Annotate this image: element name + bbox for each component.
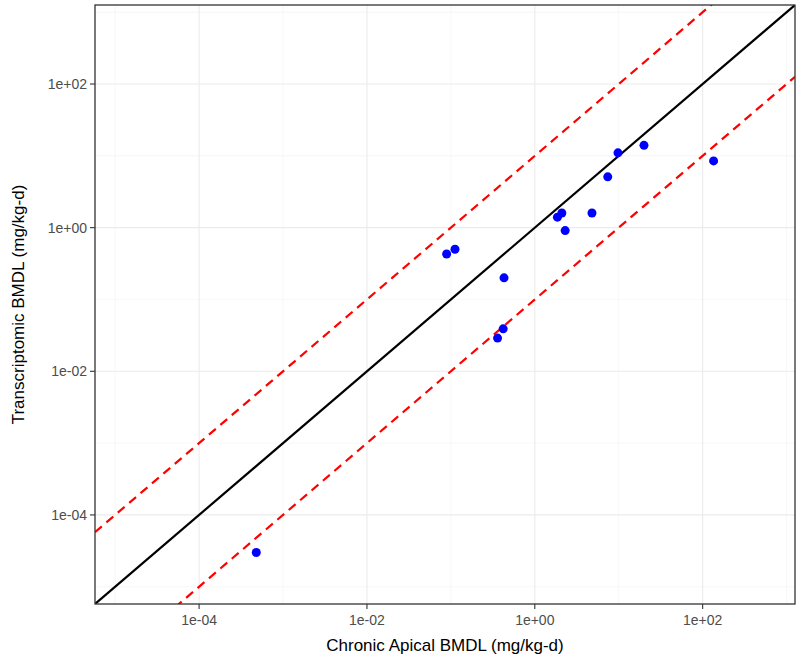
minor-grid-line	[115, 5, 116, 604]
point	[499, 324, 508, 333]
grid-line	[95, 227, 795, 228]
grid-line	[366, 5, 367, 604]
y-axis-title: Transcriptomic BMDL (mg/kg-d)	[9, 185, 28, 425]
point	[451, 245, 460, 254]
point	[587, 208, 596, 217]
tick	[90, 371, 95, 372]
tick-label: 1e+00	[515, 612, 555, 628]
tick-label: 1e-02	[349, 612, 385, 628]
point	[500, 273, 509, 282]
grid	[95, 5, 795, 604]
minor-grid-line	[786, 5, 787, 604]
tick-label: 1e+02	[48, 76, 88, 92]
tick	[90, 514, 95, 515]
minor-grid-line	[95, 12, 795, 13]
tick	[90, 83, 95, 84]
reference-line	[95, 5, 795, 532]
background	[0, 0, 800, 664]
tick	[90, 227, 95, 228]
point	[557, 208, 566, 217]
point	[639, 141, 648, 150]
reference-line	[95, 77, 795, 604]
point	[442, 249, 451, 258]
point	[709, 156, 718, 165]
tick-label: 1e+00	[48, 220, 88, 236]
point	[252, 548, 261, 557]
point	[493, 334, 502, 343]
point	[613, 148, 622, 157]
plot-area	[95, 5, 795, 604]
data-layer	[95, 5, 795, 604]
tick	[534, 604, 535, 609]
chart: 1e-04 1e-02 1e+00 1e+02 1e-04 1e-02 1e+00 1e+02…	[0, 0, 800, 664]
minor-grid-line	[450, 5, 451, 604]
reference-line	[95, 5, 795, 604]
tick	[366, 604, 367, 609]
minor-grid-line	[95, 299, 795, 300]
grid-line	[95, 371, 795, 372]
grid-line	[534, 5, 535, 604]
tick	[199, 604, 200, 609]
tick-label: 1e-04	[51, 507, 87, 523]
grid-line	[95, 83, 795, 84]
tick	[702, 604, 703, 609]
tick-label: 1e-04	[181, 612, 217, 628]
x-axis-title: Chronic Apical BMDL (mg/kg-d)	[326, 636, 563, 655]
minor-grid-line	[95, 155, 795, 156]
tick-label: 1e-02	[51, 363, 87, 379]
tick-label: 1e+02	[683, 612, 723, 628]
plot-frame	[95, 5, 795, 604]
point	[603, 172, 612, 181]
grid-line	[702, 5, 703, 604]
minor-grid-line	[618, 5, 619, 604]
point	[561, 226, 570, 235]
